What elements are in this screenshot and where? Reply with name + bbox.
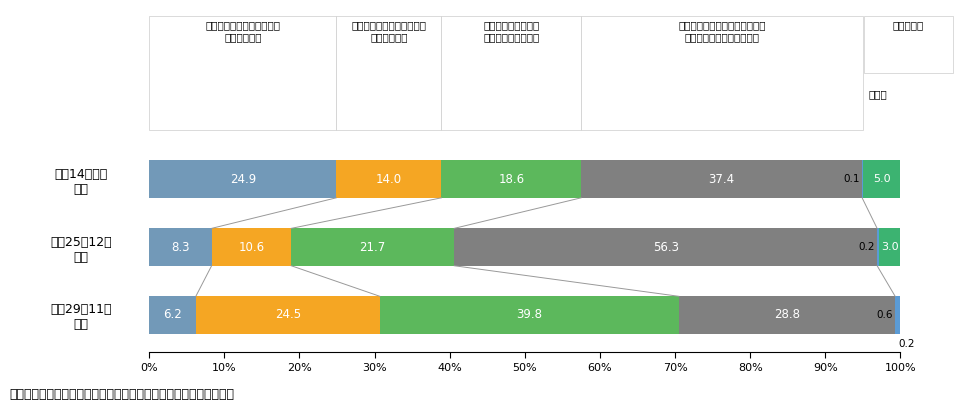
- Bar: [149, 160, 336, 198]
- Text: 公助、共助、自助のバランスが
取れた対応をすべきである: 公助、共助、自助のバランスが 取れた対応をすべきである: [678, 20, 766, 42]
- Bar: [582, 160, 862, 198]
- Bar: [212, 228, 291, 266]
- Bar: [149, 296, 195, 334]
- Bar: [896, 296, 899, 334]
- Bar: [195, 296, 379, 334]
- Text: 出典：内閣府政府広報室「防災に関する世論調査」より内閣府作成: 出典：内閣府政府広報室「防災に関する世論調査」より内閣府作成: [10, 388, 235, 401]
- Bar: [878, 228, 901, 266]
- Text: 0.2: 0.2: [858, 242, 874, 252]
- Text: 37.4: 37.4: [709, 173, 735, 185]
- Text: 6.2: 6.2: [163, 309, 182, 322]
- Text: 5.0: 5.0: [872, 174, 891, 184]
- Text: 18.6: 18.6: [498, 173, 525, 185]
- Text: 28.8: 28.8: [774, 309, 800, 322]
- Text: 共助に重点を置いた対応を
すべきである: 共助に重点を置いた対応を すべきである: [351, 20, 427, 42]
- Bar: [149, 228, 212, 266]
- Text: 自助に重点を置いた
対応をすべきである: 自助に重点を置いた 対応をすべきである: [483, 20, 539, 42]
- Text: 公助に重点を置いた対応を
すべきである: 公助に重点を置いた対応を すべきである: [205, 20, 280, 42]
- Bar: [877, 228, 878, 266]
- Bar: [379, 296, 679, 334]
- Text: 0.6: 0.6: [876, 310, 893, 320]
- Text: 3.0: 3.0: [881, 242, 898, 252]
- Bar: [899, 296, 901, 334]
- Bar: [455, 228, 877, 266]
- Text: 8.3: 8.3: [171, 241, 190, 254]
- Text: その他: その他: [869, 89, 887, 99]
- Text: 24.5: 24.5: [274, 309, 300, 322]
- Text: 14.0: 14.0: [376, 173, 402, 185]
- Bar: [679, 296, 896, 334]
- Text: わからない: わからない: [893, 20, 924, 30]
- Bar: [291, 228, 455, 266]
- Text: 24.9: 24.9: [229, 173, 256, 185]
- Text: 56.3: 56.3: [653, 241, 679, 254]
- Text: 0.2: 0.2: [898, 339, 915, 349]
- Bar: [863, 160, 900, 198]
- Text: 0.1: 0.1: [844, 174, 860, 184]
- Bar: [336, 160, 441, 198]
- Text: 21.7: 21.7: [359, 241, 386, 254]
- Bar: [441, 160, 582, 198]
- Text: 10.6: 10.6: [239, 241, 265, 254]
- Text: 39.8: 39.8: [516, 309, 542, 322]
